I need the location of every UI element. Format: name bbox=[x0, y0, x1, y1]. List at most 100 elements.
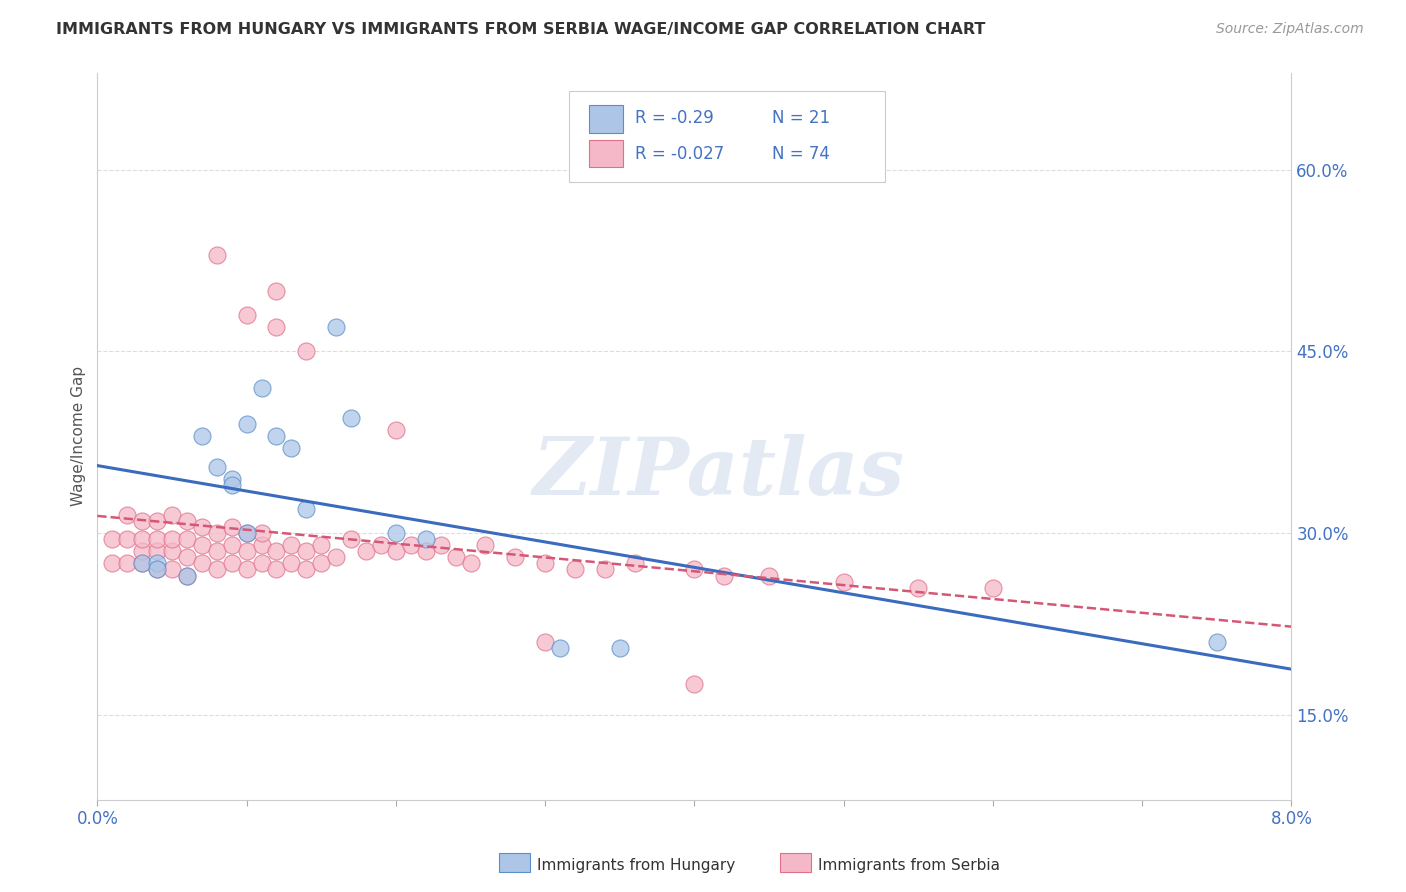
Point bbox=[205, 544, 228, 558]
Point bbox=[146, 544, 169, 558]
Point bbox=[429, 538, 451, 552]
Point bbox=[131, 557, 153, 571]
Point bbox=[623, 557, 645, 571]
Point bbox=[235, 544, 257, 558]
Point bbox=[146, 532, 169, 546]
Point bbox=[460, 557, 482, 571]
Point bbox=[221, 520, 243, 534]
Point bbox=[221, 557, 243, 571]
Point bbox=[385, 423, 408, 437]
Point bbox=[191, 429, 214, 443]
Text: Source: ZipAtlas.com: Source: ZipAtlas.com bbox=[1216, 22, 1364, 37]
Point bbox=[235, 526, 257, 541]
Point bbox=[354, 544, 377, 558]
Point bbox=[235, 417, 257, 431]
FancyBboxPatch shape bbox=[589, 105, 623, 133]
Point bbox=[160, 532, 183, 546]
Point bbox=[205, 526, 228, 541]
Point bbox=[385, 544, 408, 558]
Point bbox=[758, 568, 780, 582]
Point bbox=[101, 557, 124, 571]
Point bbox=[832, 574, 855, 589]
Point bbox=[609, 641, 631, 656]
Point bbox=[548, 641, 571, 656]
Point bbox=[250, 557, 273, 571]
Point bbox=[340, 411, 363, 425]
Point bbox=[131, 532, 153, 546]
Point bbox=[266, 562, 288, 576]
Point bbox=[266, 320, 288, 334]
Text: ZIPatlas: ZIPatlas bbox=[533, 434, 904, 511]
Text: R = -0.027: R = -0.027 bbox=[634, 145, 724, 163]
Point bbox=[250, 526, 273, 541]
Point bbox=[235, 308, 257, 322]
Point bbox=[295, 502, 318, 516]
Point bbox=[415, 532, 437, 546]
Text: Immigrants from Hungary: Immigrants from Hungary bbox=[537, 858, 735, 872]
Point bbox=[176, 532, 198, 546]
Point bbox=[340, 532, 363, 546]
Point bbox=[534, 557, 557, 571]
Point bbox=[250, 538, 273, 552]
Point bbox=[146, 557, 169, 571]
Point bbox=[593, 562, 616, 576]
Point bbox=[266, 284, 288, 298]
Point bbox=[1205, 635, 1227, 649]
Point bbox=[280, 538, 302, 552]
Point bbox=[176, 568, 198, 582]
Point bbox=[309, 557, 332, 571]
Point bbox=[683, 677, 706, 691]
Point bbox=[309, 538, 332, 552]
Point bbox=[115, 557, 138, 571]
Text: N = 21: N = 21 bbox=[772, 109, 830, 127]
Text: R = -0.29: R = -0.29 bbox=[634, 109, 713, 127]
Point bbox=[146, 562, 169, 576]
Point bbox=[444, 550, 467, 565]
Point bbox=[176, 550, 198, 565]
Point bbox=[325, 320, 347, 334]
FancyBboxPatch shape bbox=[569, 91, 886, 182]
Point bbox=[191, 520, 214, 534]
Point bbox=[221, 472, 243, 486]
Point bbox=[295, 344, 318, 359]
Point bbox=[280, 442, 302, 456]
Point bbox=[415, 544, 437, 558]
Point bbox=[146, 562, 169, 576]
Y-axis label: Wage/Income Gap: Wage/Income Gap bbox=[72, 367, 86, 507]
Text: N = 74: N = 74 bbox=[772, 145, 830, 163]
Point bbox=[266, 429, 288, 443]
Point bbox=[205, 247, 228, 261]
Point bbox=[205, 459, 228, 474]
Point bbox=[160, 508, 183, 522]
Point bbox=[981, 581, 1004, 595]
Point bbox=[146, 514, 169, 528]
Point bbox=[280, 557, 302, 571]
Point bbox=[191, 538, 214, 552]
Point bbox=[713, 568, 735, 582]
Point bbox=[131, 514, 153, 528]
Point bbox=[131, 544, 153, 558]
Point bbox=[235, 562, 257, 576]
Point bbox=[176, 514, 198, 528]
FancyBboxPatch shape bbox=[589, 140, 623, 168]
Point bbox=[176, 568, 198, 582]
Point bbox=[325, 550, 347, 565]
Point bbox=[160, 544, 183, 558]
Point bbox=[474, 538, 496, 552]
Point bbox=[191, 557, 214, 571]
Point bbox=[250, 381, 273, 395]
Point bbox=[295, 562, 318, 576]
Point bbox=[101, 532, 124, 546]
Point bbox=[503, 550, 526, 565]
Point bbox=[221, 477, 243, 491]
Point bbox=[370, 538, 392, 552]
Point bbox=[115, 532, 138, 546]
Point bbox=[221, 538, 243, 552]
Point bbox=[683, 562, 706, 576]
Text: IMMIGRANTS FROM HUNGARY VS IMMIGRANTS FROM SERBIA WAGE/INCOME GAP CORRELATION CH: IMMIGRANTS FROM HUNGARY VS IMMIGRANTS FR… bbox=[56, 22, 986, 37]
Point bbox=[160, 562, 183, 576]
Point bbox=[266, 544, 288, 558]
Point bbox=[564, 562, 586, 576]
Point bbox=[115, 508, 138, 522]
Point bbox=[907, 581, 929, 595]
